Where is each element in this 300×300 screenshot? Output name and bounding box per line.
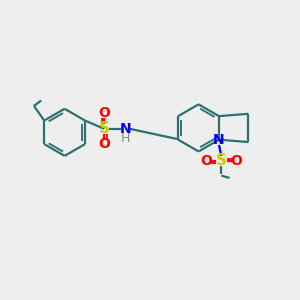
Text: O: O: [231, 154, 243, 168]
Text: S: S: [99, 121, 110, 136]
Text: S: S: [216, 153, 227, 168]
Text: O: O: [200, 154, 212, 168]
Text: O: O: [98, 137, 110, 151]
Text: H: H: [121, 132, 130, 145]
Text: N: N: [119, 122, 131, 136]
Text: O: O: [98, 106, 110, 121]
Text: N: N: [213, 133, 225, 147]
